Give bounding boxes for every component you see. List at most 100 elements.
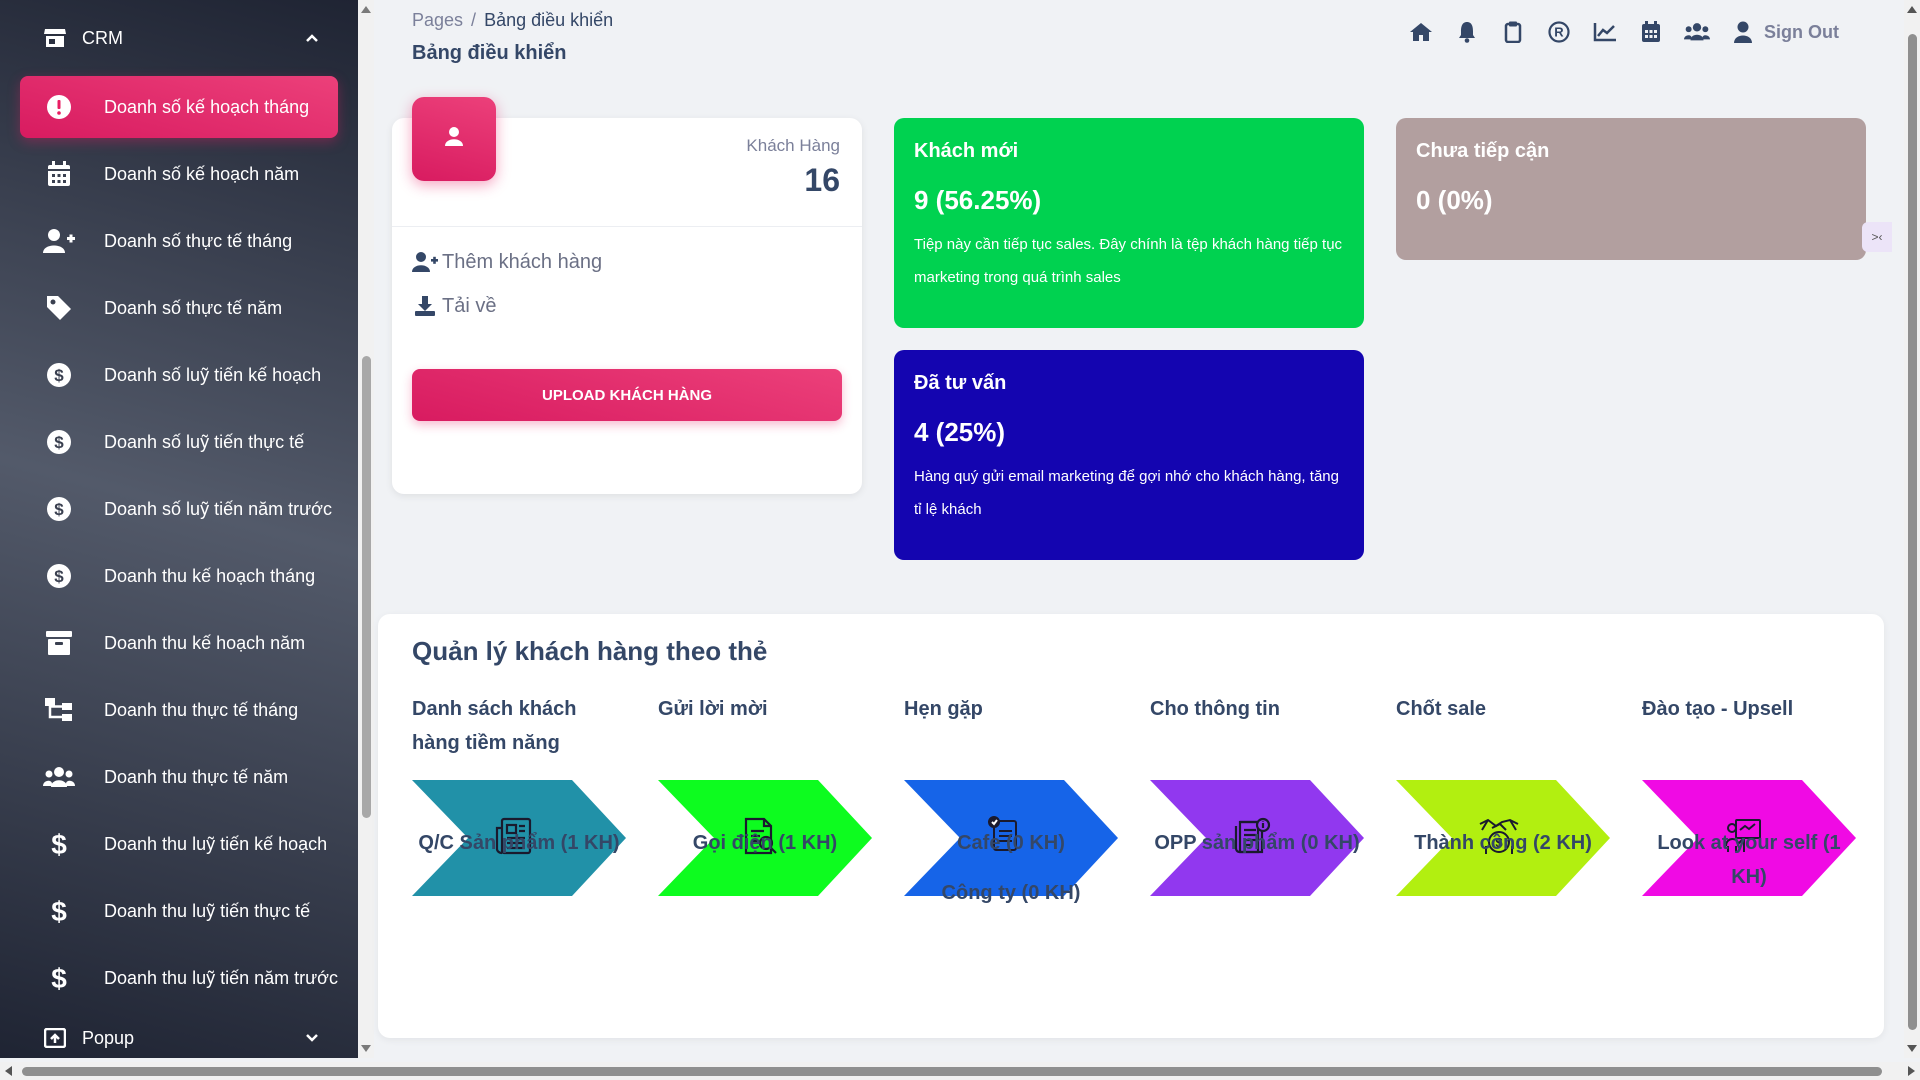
sidebar-item-label: Doanh số thực tế năm <box>104 297 283 318</box>
stage-heading: Danh sách khách hàng tiềm năng <box>412 698 577 754</box>
page-horizontal-scrollbar[interactable] <box>0 1062 1920 1080</box>
stage-subtitle[interactable]: Gọi điện (1 KH) <box>692 832 838 854</box>
stage-subtitle[interactable]: OPP sản phẩm (0 KH) <box>1154 832 1360 854</box>
stage-subtitle[interactable]: Look at your self (1 KH) <box>1657 832 1841 888</box>
scroll-up-arrow-icon[interactable] <box>361 6 371 13</box>
sidebar-item-doanh-thu-luy-tien-nam-truoc[interactable]: $ Doanh thu luỹ tiến năm trước <box>20 947 338 1009</box>
stage-chevron[interactable] <box>904 780 1118 896</box>
sidebar-item-doanh-so-thuc-te-nam[interactable]: Doanh số thực tế năm <box>20 277 338 339</box>
stat-value: 9 (56.25%) <box>914 185 1042 215</box>
stage-subtitle[interactable]: Cafe (0 KH) <box>957 832 1065 854</box>
sidebar-group-crm[interactable]: CRM <box>0 0 358 76</box>
add-customer-link[interactable]: Thêm khách hàng <box>412 250 602 274</box>
dollar-circle-icon: $ <box>42 559 76 593</box>
dollar-icon: $ <box>42 961 76 995</box>
sidebar-item-doanh-so-luy-tien-thuc-te[interactable]: $ Doanh số luỹ tiến thực tế <box>20 411 338 473</box>
users-icon <box>42 760 76 794</box>
registered-icon[interactable]: R <box>1546 19 1572 45</box>
users-icon[interactable] <box>1684 19 1710 45</box>
stage-subtitle-secondary[interactable]: Công ty (0 KH) <box>941 882 1081 904</box>
customer-count-label: Khách Hàng <box>746 136 840 155</box>
sidebar-item-label: Doanh số kế hoạch tháng <box>104 96 310 117</box>
scroll-down-arrow-icon[interactable] <box>1907 1045 1917 1052</box>
bell-icon[interactable] <box>1454 19 1480 45</box>
newspaper-icon <box>494 816 540 862</box>
calendar-icon[interactable] <box>1638 19 1664 45</box>
breadcrumb-current: Bảng điều khiển <box>484 10 614 30</box>
sidebar-item-doanh-so-luy-tien-nam-truoc[interactable]: $ Doanh số luỹ tiến năm trước <box>20 478 338 540</box>
stat-description: Hàng quý gửi email marketing để gợi nhớ … <box>914 468 1339 518</box>
sidebar-item-label: Doanh thu kế hoạch năm <box>104 632 306 653</box>
scroll-down-arrow-icon[interactable] <box>361 1045 371 1052</box>
stat-description: Tiệp này cần tiếp tục sales. Đây chính l… <box>914 236 1343 286</box>
sidebar-scrollbar[interactable] <box>358 0 374 1058</box>
document-search-icon <box>740 816 786 862</box>
page-vertical-scrollbar[interactable] <box>1904 0 1920 1058</box>
sidebar-item-label: Doanh thu luỹ tiến kế hoạch <box>104 833 328 854</box>
sidebar-item-doanh-thu-thuc-te-thang[interactable]: Doanh thu thực tế tháng <box>20 679 338 741</box>
stage-chevron[interactable] <box>412 780 626 896</box>
customer-avatar-tile <box>412 97 496 181</box>
sidebar-item-label: Doanh thu kế hoạch tháng <box>104 565 316 586</box>
stat-title: Khách mới <box>914 140 1019 162</box>
chart-line-icon[interactable] <box>1592 19 1618 45</box>
pipeline-stage: Chốt sale <box>1396 692 1610 770</box>
user-icon <box>1730 19 1756 45</box>
stat-title: Đã tư vấn <box>914 372 1007 394</box>
scroll-left-arrow-icon[interactable] <box>5 1066 12 1076</box>
stage-chevron[interactable] <box>1150 780 1364 896</box>
clipboard-icon[interactable] <box>1500 19 1526 45</box>
sidebar-item-doanh-thu-luy-tien-thuc-te[interactable]: $ Doanh thu luỹ tiến thực tế <box>20 880 338 942</box>
person-icon <box>441 124 467 155</box>
stage-heading: Gửi lời mời <box>658 698 768 720</box>
scrollbar-thumb[interactable] <box>1908 34 1917 1030</box>
scroll-right-arrow-icon[interactable] <box>1908 1066 1915 1076</box>
sitemap-icon <box>42 693 76 727</box>
breadcrumb-separator: / <box>471 10 477 30</box>
stage-subtitle[interactable]: Q/C Sản phẩm (1 KH) <box>418 832 620 854</box>
card-divider <box>392 226 862 227</box>
sidebar-item-doanh-thu-luy-tien-ke-hoach[interactable]: $ Doanh thu luỹ tiến kế hoạch <box>20 813 338 875</box>
download-link[interactable]: Tải về <box>412 294 496 318</box>
sidebar-item-label: Doanh số luỹ tiến năm trước <box>104 498 332 519</box>
svg-text:$: $ <box>51 830 67 858</box>
sidebar-item-doanh-thu-ke-hoach-nam[interactable]: Doanh thu kế hoạch năm <box>20 612 338 674</box>
sidebar-group-popup[interactable]: Popup <box>0 1000 358 1058</box>
popup-window-icon <box>42 1025 68 1051</box>
stage-chevron[interactable]: $ <box>1396 780 1610 896</box>
pipeline-stage: Cho thông tin <box>1150 692 1364 770</box>
sidebar-item-doanh-so-ke-hoach-thang[interactable]: Doanh số kế hoạch tháng <box>20 76 338 138</box>
sidebar-item-label: Doanh thu luỹ tiến năm trước <box>104 967 338 988</box>
pipeline-stage: Hẹn gặp <box>904 692 1118 770</box>
stage-subtitle[interactable]: Thành công (2 KH) <box>1414 832 1592 854</box>
dollar-circle-icon: $ <box>42 425 76 459</box>
chevron-down-icon <box>302 1028 322 1048</box>
scrollbar-thumb[interactable] <box>22 1067 1882 1076</box>
pipeline-stage: Đào tạo - Upsell <box>1642 692 1856 770</box>
upload-customers-button[interactable]: UPLOAD KHÁCH HÀNG <box>412 369 842 421</box>
sidebar-item-doanh-so-thuc-te-thang[interactable]: Doanh số thực tế tháng <box>20 210 338 272</box>
side-panel-toggle[interactable]: >‹ <box>1862 222 1892 252</box>
sidebar-item-doanh-so-luy-tien-ke-hoach[interactable]: $ Doanh số luỹ tiến kế hoạch <box>20 344 338 406</box>
customer-count: 16 <box>804 162 840 198</box>
sidebar-item-doanh-so-ke-hoach-nam[interactable]: Doanh số kế hoạch năm <box>20 143 338 205</box>
pipeline-stage: Gửi lời mời <box>658 692 872 770</box>
stage-chevron[interactable] <box>1642 780 1856 896</box>
stat-value: 0 (0%) <box>1416 185 1493 215</box>
sidebar-item-doanh-thu-thuc-te-nam[interactable]: Doanh thu thực tế năm <box>20 746 338 808</box>
sign-out-button[interactable]: Sign Out <box>1730 19 1839 45</box>
user-plus-icon <box>42 224 76 258</box>
breadcrumb-root[interactable]: Pages <box>412 10 464 30</box>
stat-card-consulted: Đã tư vấn 4 (25%) Hàng quý gửi email mar… <box>894 350 1364 560</box>
stat-value: 4 (25%) <box>914 417 1006 447</box>
sidebar-item-label: Doanh số kế hoạch năm <box>104 163 300 184</box>
sidebar-item-label: Doanh thu thực tế năm <box>104 766 289 787</box>
scrollbar-thumb[interactable] <box>362 356 371 818</box>
sidebar: CRM Doanh số kế hoạch tháng Doanh số kế … <box>0 0 358 1058</box>
home-icon[interactable] <box>1408 19 1434 45</box>
stage-chevron[interactable] <box>658 780 872 896</box>
scroll-up-arrow-icon[interactable] <box>1907 6 1917 13</box>
sidebar-item-label: Doanh số luỹ tiến kế hoạch <box>104 364 322 385</box>
sidebar-item-doanh-thu-ke-hoach-thang[interactable]: $ Doanh thu kế hoạch tháng <box>20 545 338 607</box>
tag-icon <box>42 291 76 325</box>
